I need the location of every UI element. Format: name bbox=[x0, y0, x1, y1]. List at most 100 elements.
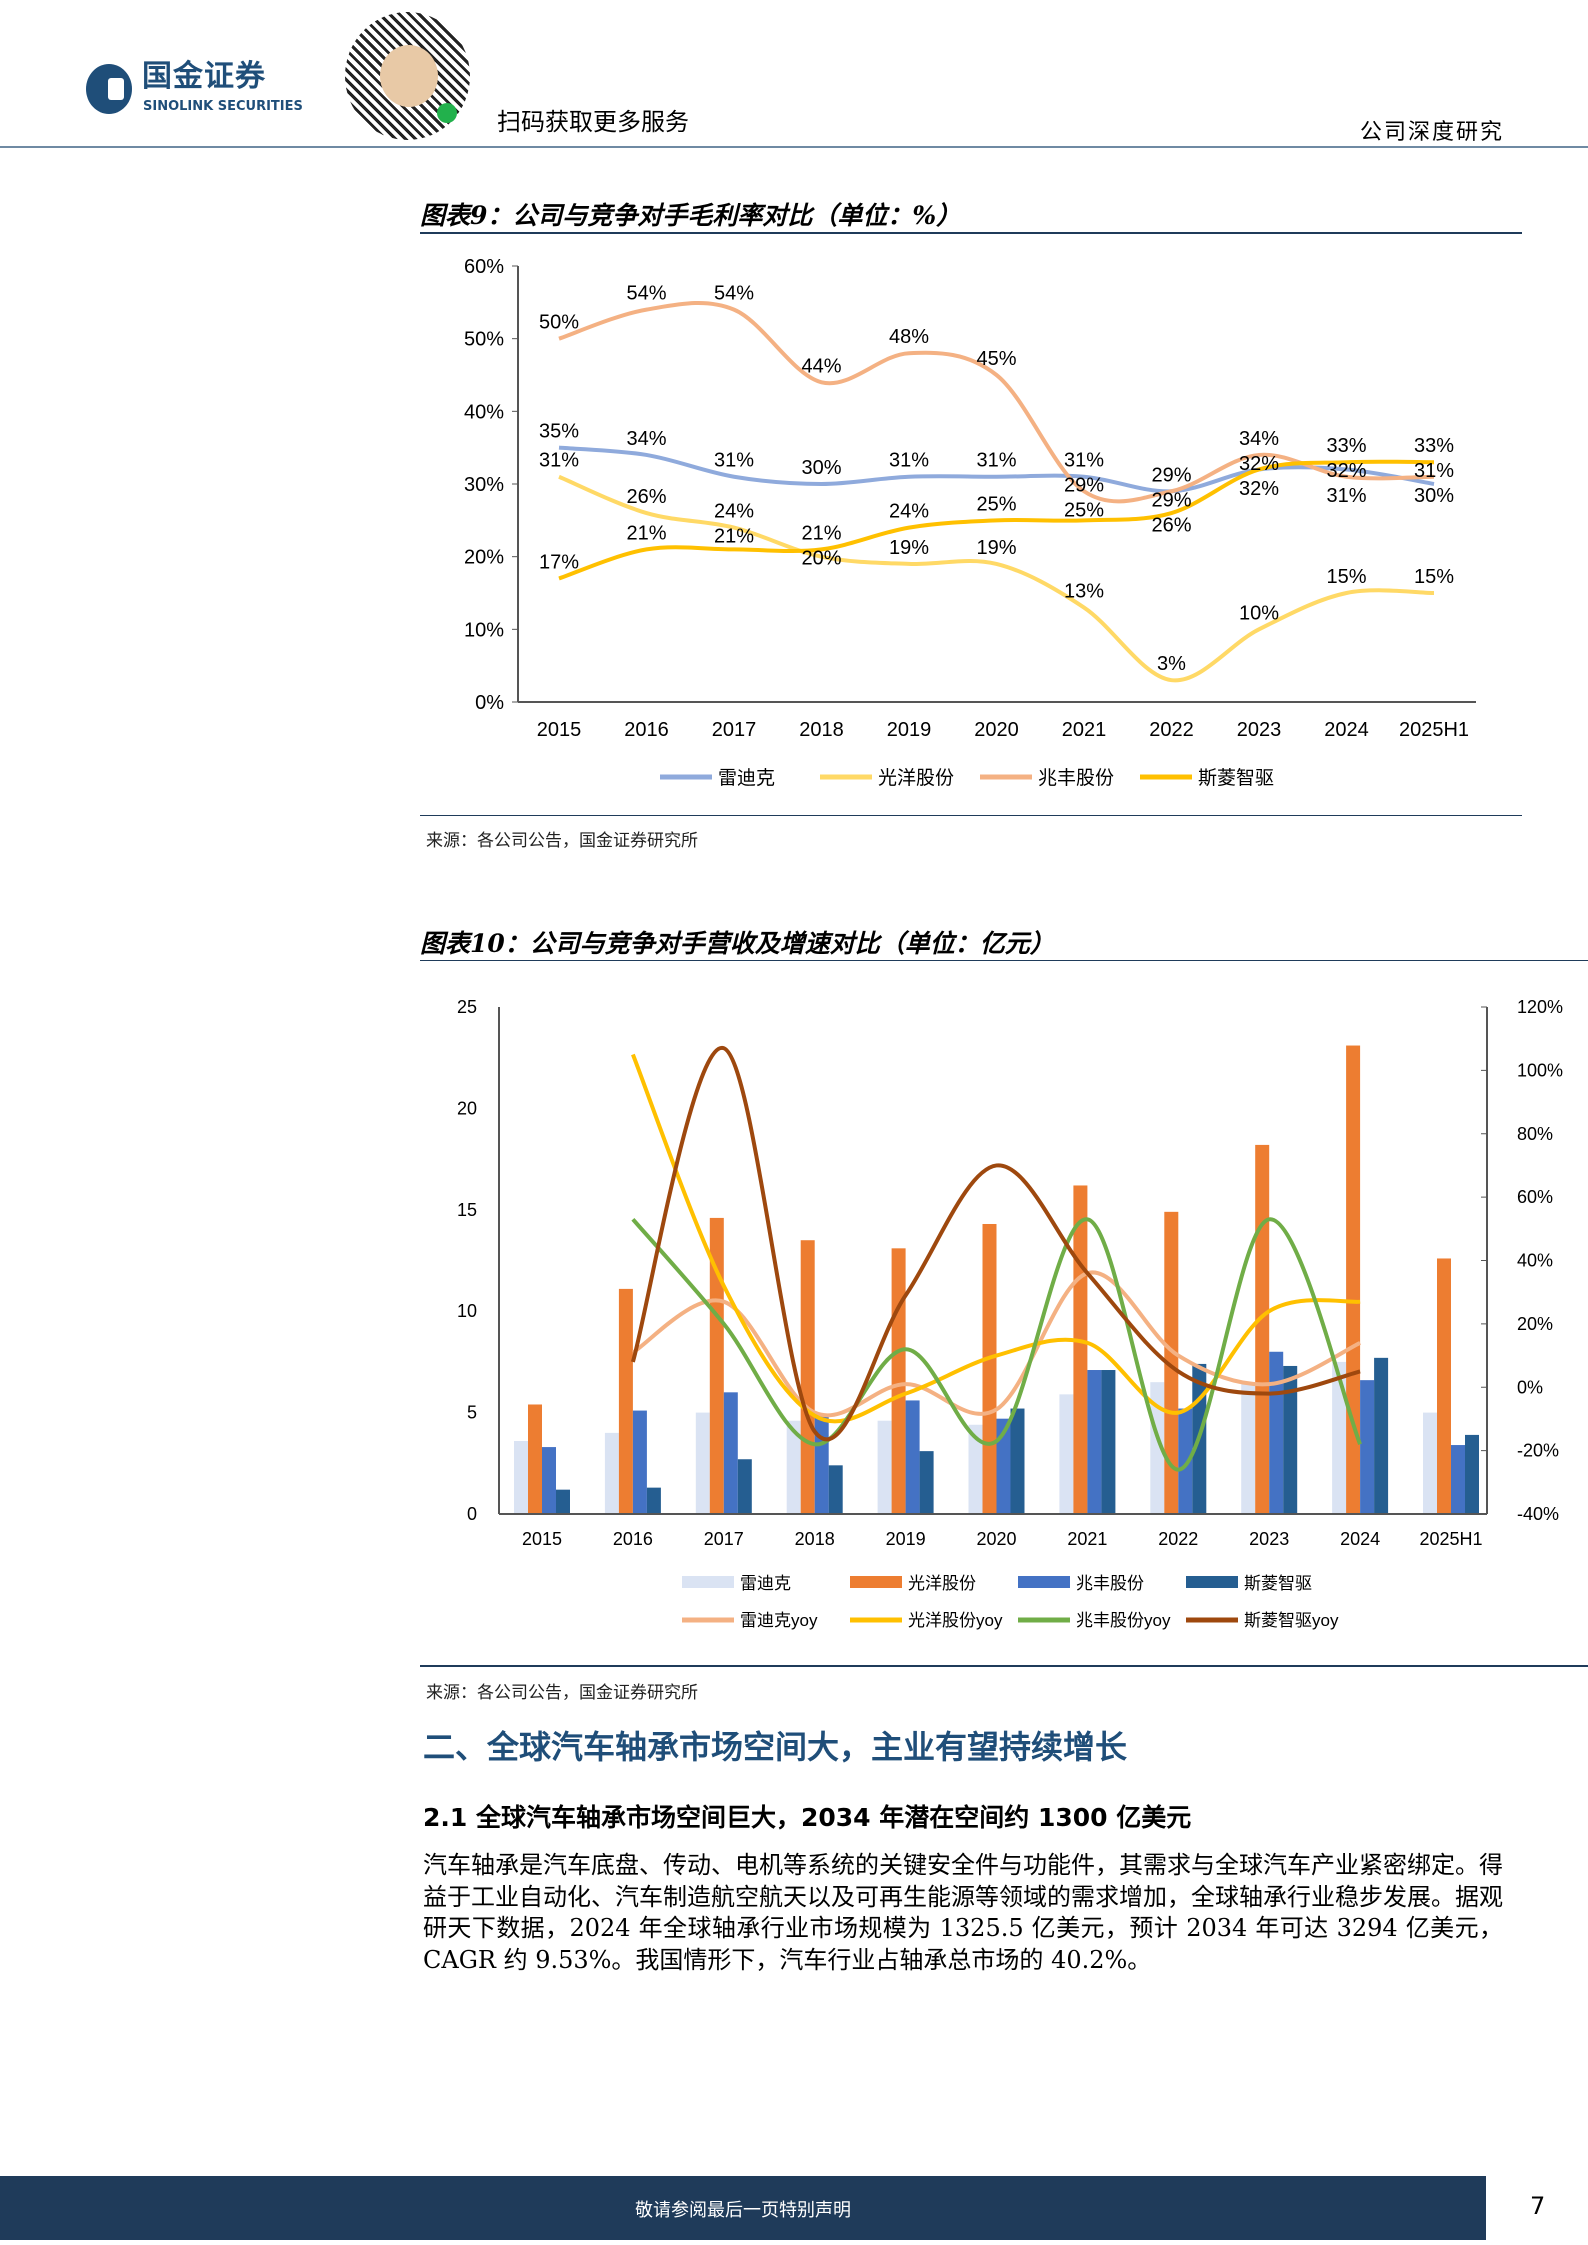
bar-1 bbox=[800, 1240, 815, 1514]
bar-1 bbox=[1255, 1144, 1270, 1514]
data-label: 54% bbox=[626, 283, 666, 305]
y-tick-label: 30% bbox=[464, 474, 504, 496]
data-label: 25% bbox=[1064, 500, 1104, 522]
bar-0 bbox=[1332, 1361, 1347, 1514]
y2-tick-label: 20% bbox=[1517, 1314, 1553, 1334]
legend-label: 斯菱智驱yoy bbox=[1244, 1611, 1339, 1630]
data-label: 30% bbox=[801, 457, 841, 479]
data-label: 31% bbox=[889, 450, 929, 472]
figure9-source: 来源：各公司公告，国金证券研究所 bbox=[426, 831, 698, 851]
data-label: 20% bbox=[801, 547, 841, 569]
data-label: 48% bbox=[889, 326, 929, 348]
y-tick-label: 10 bbox=[457, 1301, 477, 1321]
yoy-line-0 bbox=[631, 1270, 1361, 1418]
x-tick-label: 2016 bbox=[624, 719, 669, 741]
x-tick-label: 2021 bbox=[1062, 719, 1107, 741]
data-label: 34% bbox=[626, 428, 666, 450]
data-label: 31% bbox=[539, 450, 579, 472]
data-label: 10% bbox=[1239, 602, 1279, 624]
y2-tick-label: 100% bbox=[1517, 1060, 1563, 1080]
data-label: 29% bbox=[1151, 489, 1191, 511]
legend-label: 光洋股份yoy bbox=[908, 1611, 1003, 1630]
x-tick-label: 2025H1 bbox=[1399, 719, 1469, 741]
data-label: 32% bbox=[1326, 460, 1366, 482]
body-paragraph: 汽车轴承是汽车底盘、传动、电机等系统的关键安全件与功能件，其需求与全球汽车产业紧… bbox=[423, 1851, 1503, 1974]
data-label: 19% bbox=[889, 537, 929, 559]
figure9-title: 图表9：公司与竞争对手毛利率对比（单位：%） bbox=[420, 201, 962, 230]
y-tick-label: 10% bbox=[464, 619, 504, 641]
legend-label: 兆丰股份 bbox=[1038, 767, 1114, 789]
bar-3 bbox=[1101, 1370, 1116, 1514]
data-label: 45% bbox=[976, 348, 1016, 370]
bar-2 bbox=[723, 1392, 738, 1514]
data-label: 21% bbox=[714, 526, 754, 548]
bar-1 bbox=[618, 1288, 633, 1514]
x-tick-label: 2023 bbox=[1249, 1529, 1289, 1549]
data-label: 26% bbox=[1151, 514, 1191, 536]
y2-tick-label: 80% bbox=[1517, 1124, 1553, 1144]
data-label: 24% bbox=[889, 501, 929, 523]
bar-2 bbox=[1087, 1370, 1102, 1514]
figure9-rule bbox=[420, 232, 1522, 234]
legend-label: 斯菱智驱 bbox=[1244, 1574, 1312, 1593]
bar-3 bbox=[737, 1459, 752, 1514]
data-label: 30% bbox=[1414, 485, 1454, 507]
logo-cn: 国金证券 bbox=[142, 59, 266, 94]
x-tick-label: 2015 bbox=[537, 719, 582, 741]
legend-label: 兆丰股份yoy bbox=[1076, 1611, 1171, 1630]
series-line-1 bbox=[558, 474, 1435, 683]
footer-notice: 敬请参阅最后一页特别声明 bbox=[635, 2200, 851, 2221]
x-tick-label: 2018 bbox=[799, 719, 844, 741]
data-label: 29% bbox=[1151, 464, 1191, 486]
data-label: 33% bbox=[1414, 435, 1454, 457]
data-label: 29% bbox=[1064, 475, 1104, 497]
legend-label: 兆丰股份 bbox=[1076, 1574, 1144, 1593]
figure10-rule bbox=[420, 960, 1588, 961]
bar-1 bbox=[891, 1248, 906, 1514]
bar-2 bbox=[632, 1410, 647, 1514]
bar-2 bbox=[542, 1447, 556, 1514]
legend-swatch bbox=[1186, 1576, 1238, 1588]
bar-0 bbox=[514, 1440, 528, 1514]
subsection-title: 2.1 全球汽车轴承市场空间巨大，2034 年潜在空间约 1300 亿美元 bbox=[423, 1803, 1192, 1832]
bar-3 bbox=[646, 1487, 661, 1514]
bar-2 bbox=[1360, 1380, 1375, 1514]
bar-1 bbox=[1164, 1211, 1179, 1514]
yoy-line-3 bbox=[630, 1046, 1361, 1442]
bar-2 bbox=[996, 1418, 1011, 1514]
figure9-source-rule bbox=[420, 815, 1522, 816]
x-tick-label: 2020 bbox=[976, 1529, 1016, 1549]
x-tick-label: 2022 bbox=[1149, 719, 1194, 741]
bar-3 bbox=[1465, 1434, 1479, 1514]
bar-3 bbox=[919, 1451, 934, 1514]
y2-tick-label: 40% bbox=[1517, 1251, 1553, 1271]
bar-2 bbox=[1269, 1351, 1284, 1514]
legend-swatch bbox=[850, 1576, 902, 1588]
data-label: 15% bbox=[1414, 566, 1454, 588]
figure10-title: 图表10：公司与竞争对手营收及增速对比（单位：亿元） bbox=[420, 929, 1055, 958]
data-label: 50% bbox=[539, 312, 579, 334]
y-tick-label: 20 bbox=[457, 1098, 477, 1118]
revenue-growth-chart: 0 5 10 15 20 25 -40% -20% 0% 20% 40% 60% 80% 100% 120%… bbox=[457, 997, 1563, 1630]
data-label: 21% bbox=[801, 522, 841, 544]
y-tick-label: 60% bbox=[464, 256, 504, 278]
page-number: 7 bbox=[1530, 2192, 1546, 2220]
data-label: 34% bbox=[1239, 428, 1279, 450]
y-tick-label: 5 bbox=[467, 1403, 477, 1423]
data-label: 24% bbox=[714, 501, 754, 523]
data-label: 19% bbox=[976, 537, 1016, 559]
series-line-0 bbox=[558, 445, 1435, 494]
figure10-source-rule bbox=[420, 1665, 1588, 1667]
legend-label: 光洋股份 bbox=[878, 767, 954, 789]
bar-3 bbox=[1010, 1408, 1025, 1514]
bar-1 bbox=[1073, 1185, 1088, 1514]
figure10-source: 来源：各公司公告，国金证券研究所 bbox=[426, 1683, 698, 1703]
data-label: 17% bbox=[539, 551, 579, 573]
y2-tick-label: 60% bbox=[1517, 1187, 1553, 1207]
y-tick-label: 20% bbox=[464, 547, 504, 569]
data-label: 31% bbox=[1414, 460, 1454, 482]
data-label: 25% bbox=[976, 493, 1016, 515]
x-tick-label: 2017 bbox=[704, 1529, 744, 1549]
bar-2 bbox=[1451, 1445, 1465, 1514]
data-label: 54% bbox=[714, 283, 754, 305]
